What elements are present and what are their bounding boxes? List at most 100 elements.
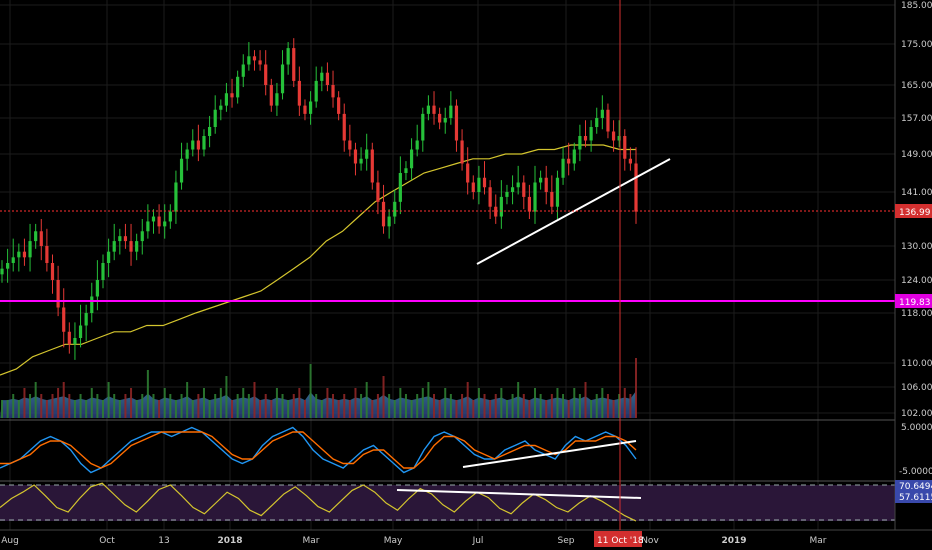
volume-bar bbox=[354, 388, 357, 418]
volume-bar bbox=[73, 400, 76, 418]
volume-bar bbox=[522, 394, 525, 418]
highlighted-date-label: 11 Oct '18 bbox=[597, 536, 644, 546]
candle-body bbox=[611, 131, 616, 141]
candle-body bbox=[415, 140, 419, 150]
candle-body bbox=[398, 173, 402, 202]
x-axis-tick: Aug bbox=[1, 536, 19, 546]
volume-bar bbox=[376, 394, 379, 418]
volume-bar bbox=[141, 394, 144, 418]
y-axis-tick: 110.00 bbox=[901, 359, 932, 369]
candle-body bbox=[376, 182, 380, 202]
candle-body bbox=[393, 201, 397, 217]
y-axis-tick: 165.00 bbox=[901, 81, 932, 91]
rsi-panel bbox=[0, 482, 637, 522]
candle-body bbox=[432, 105, 436, 114]
candle-body bbox=[185, 149, 189, 159]
volume-bar bbox=[118, 400, 121, 418]
highlighted-date-tag: 11 Oct '18 bbox=[594, 531, 644, 547]
volume-bar bbox=[247, 394, 250, 418]
macd-axis-tick: -5.0000 bbox=[899, 467, 932, 477]
volume-bar bbox=[461, 394, 464, 418]
candle-body bbox=[482, 177, 487, 188]
candle-body bbox=[101, 263, 105, 280]
candle-body bbox=[443, 118, 447, 123]
candle-body bbox=[303, 105, 307, 114]
candle-body bbox=[387, 216, 391, 227]
volume-bar bbox=[427, 382, 430, 418]
volume-bar bbox=[511, 394, 514, 418]
volume-bar bbox=[45, 400, 48, 418]
candle-body bbox=[213, 109, 217, 127]
x-axis-tick: 2018 bbox=[217, 536, 242, 546]
candle-body bbox=[224, 93, 229, 106]
candle-body bbox=[50, 263, 55, 280]
candle-body bbox=[95, 280, 99, 297]
candle-body bbox=[269, 85, 273, 106]
y-axis-tick: 130.00 bbox=[901, 242, 932, 252]
volume-bar bbox=[365, 382, 368, 418]
macd-panel bbox=[0, 426, 637, 474]
volume-bar bbox=[477, 388, 480, 418]
candle-body bbox=[236, 76, 240, 98]
candle-body bbox=[477, 177, 481, 192]
candle-body bbox=[370, 149, 374, 183]
y-axis-tick: 141.00 bbox=[901, 188, 932, 198]
volume-bar bbox=[107, 382, 110, 418]
candle-body bbox=[544, 177, 548, 192]
volume-bar bbox=[393, 400, 396, 418]
volume-bar bbox=[281, 394, 284, 418]
candle-body bbox=[505, 192, 509, 197]
volume-bar bbox=[438, 400, 441, 418]
candle-body bbox=[499, 196, 503, 217]
volume-bar bbox=[332, 394, 335, 418]
volume-bar bbox=[214, 394, 217, 418]
volume-bar bbox=[40, 394, 43, 418]
volume-bar bbox=[472, 400, 475, 418]
candle-body bbox=[191, 140, 195, 150]
candle-body bbox=[438, 113, 442, 123]
volume-bar bbox=[444, 388, 447, 418]
grid-lines bbox=[0, 0, 895, 530]
macd-line bbox=[0, 431, 637, 469]
candle-body bbox=[230, 93, 234, 98]
volume-bar bbox=[623, 388, 626, 418]
volume-bar bbox=[79, 394, 82, 418]
volume-bar bbox=[399, 388, 402, 418]
volume-bar bbox=[483, 394, 486, 418]
x-axis-tick: Mar bbox=[810, 536, 827, 546]
candle-body bbox=[365, 149, 369, 159]
y-axis-tick: 102.00 bbox=[901, 409, 932, 419]
candle-body bbox=[583, 136, 588, 141]
candle-body bbox=[146, 221, 150, 232]
candle-body bbox=[539, 177, 543, 183]
volume-bar bbox=[101, 400, 104, 418]
volume-bar bbox=[489, 400, 492, 418]
candle-body bbox=[488, 187, 492, 207]
candle-body bbox=[449, 105, 453, 118]
volume-bar bbox=[382, 376, 385, 418]
volume-bar bbox=[152, 394, 155, 418]
volume-bar bbox=[410, 400, 413, 418]
x-axis-tick: 2019 bbox=[721, 536, 746, 546]
volume-bar bbox=[449, 394, 452, 418]
volume-bar bbox=[421, 388, 424, 418]
candle-body bbox=[325, 72, 330, 85]
volume-bar bbox=[494, 394, 497, 418]
x-axis-tick: 13 bbox=[158, 536, 169, 546]
candle-body bbox=[219, 105, 223, 110]
volume-bar bbox=[197, 394, 200, 418]
candlestick-series bbox=[0, 38, 638, 360]
x-axis-tick: Mar bbox=[303, 536, 320, 546]
candle-body bbox=[168, 211, 172, 222]
macd-trendline bbox=[462, 440, 637, 468]
candle-body bbox=[342, 113, 346, 141]
volume-bar bbox=[51, 394, 54, 418]
price-axis: 102.00 106.00 110.00 118.00 124.00 130.00 141.… bbox=[901, 1, 932, 419]
macd-axis-tick: 5.0000 bbox=[901, 423, 932, 433]
candle-body bbox=[157, 216, 161, 227]
candle-body bbox=[34, 231, 38, 242]
last-price-label: 136.99 bbox=[899, 208, 931, 218]
candle-body bbox=[39, 231, 43, 246]
candle-body bbox=[135, 241, 139, 252]
candle-body bbox=[73, 338, 77, 345]
